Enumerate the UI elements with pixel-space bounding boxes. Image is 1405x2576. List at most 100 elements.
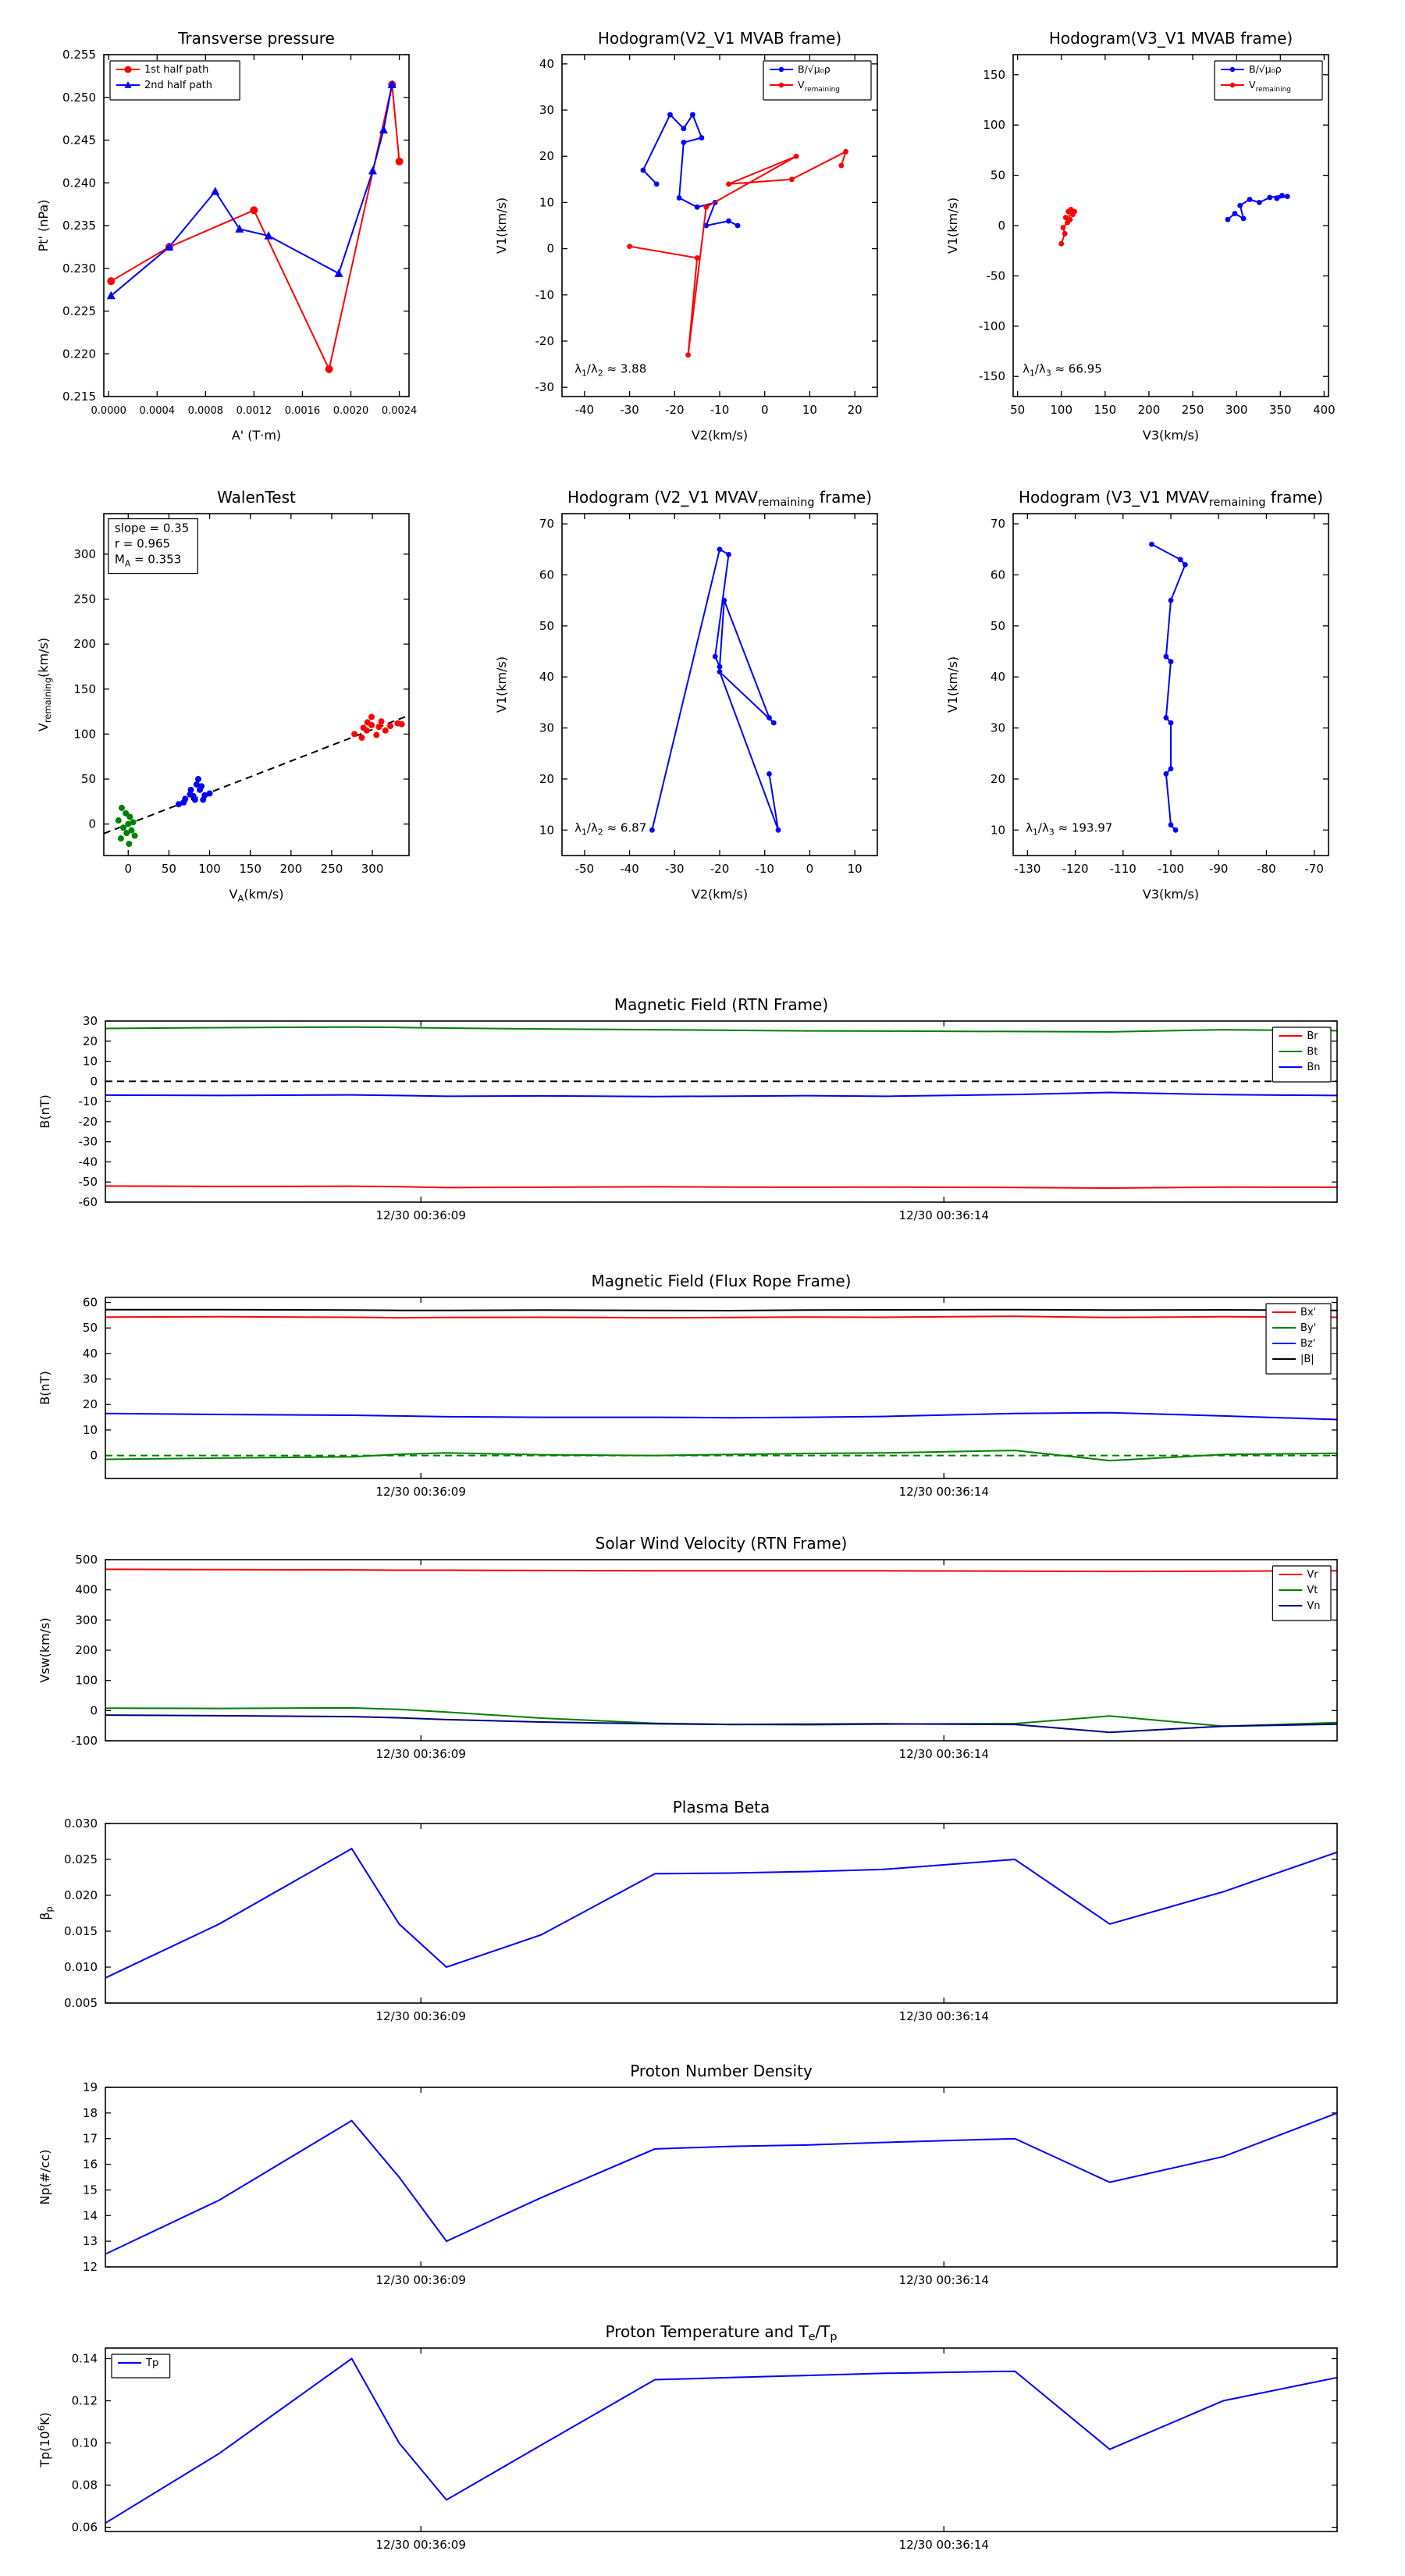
chart-magnetic-field-flux-rope: 12/30 00:36:09 12/30 00:36:14 0 10 20 30 40 50 6… [23,1261,1385,1521]
marker [1163,715,1169,720]
x-tick-label: 0.0016 [285,405,321,417]
x-axis-label: V2(km/s) [692,887,748,902]
marker [368,713,375,720]
y-tick-label: 40 [539,57,554,71]
marker [106,290,116,300]
x-tick-label: 300 [361,862,384,876]
legend-label: Br [1307,1030,1318,1042]
marker [676,195,682,201]
x-tick-label: 12/30 00:36:14 [899,2538,989,2552]
x-tick-label: 50 [162,862,176,876]
marker [721,597,727,603]
y-tick-label: 20 [83,1397,98,1411]
x-tick-label: -100 [1158,862,1184,876]
marker [382,727,389,734]
chart-title: Proton Number Density [630,2062,813,2080]
y-tick-label: 0.10 [72,2436,98,2450]
series-Vn [105,1714,1338,1734]
marker [125,820,132,827]
marker [1168,822,1174,828]
axes-box [1012,54,1329,397]
marker [653,181,660,187]
chart-walen-test: 0 50 100 150 200 250 300 0 50 100 150 200 250 300 slop… [20,476,422,920]
y-tick-label: 20 [539,772,554,786]
chart-svg: 12/30 00:36:09 12/30 00:36:14 -100 0 100 200 3… [37,1534,1338,1761]
y-axis-label: Pt' (nPa) [36,200,51,252]
x-axis-label: V2(km/s) [692,428,748,443]
marker [1182,561,1188,568]
marker [131,832,138,839]
chart-magnetic-field-rtn: 12/30 00:36:09 12/30 00:36:14 -60 -50 -40 -30… [23,985,1385,1244]
x-tick-label: 20 [848,403,863,417]
y-tick-label: 150 [73,682,96,696]
legend-box [763,60,872,101]
series-Bt [105,1026,1338,1033]
y-tick-label: 0.215 [62,390,96,404]
y-tick-label: -100 [979,319,1005,333]
x-tick-label: 10 [802,403,817,417]
marker [1168,720,1174,726]
marker [1168,659,1174,664]
chart-hodogram-v2v1-mvab: -40 -30 -20 -10 0 10 20 -30 -20 -10 0 10 20 30 40 λ1/λ2… [490,17,890,461]
x-axis-label: VA(km/s) [229,887,284,904]
x-tick-label: 0 [761,403,769,417]
legend-label: Vremaining [1249,79,1291,94]
marker [717,546,723,553]
chart-proton-temperature: 12/30 00:36:09 12/30 00:36:14 0.06 0.08 0.10… [23,2312,1385,2574]
x-tick-label: -110 [1110,862,1136,876]
x-tick-label: 12/30 00:36:09 [376,1208,466,1222]
y-tick-label: 40 [83,1347,98,1361]
y-tick-label: 0.250 [62,91,96,105]
marker [1072,208,1077,215]
series-V path [1151,543,1186,831]
y-tick-label: 0 [90,1703,98,1717]
y-axis-label: B(nT) [37,1371,52,1404]
chart-title: Plasma Beta [673,1798,770,1816]
axes-box [1012,513,1329,856]
y-tick-label: 30 [83,1372,98,1386]
annotation-line: r = 0.965 [115,537,170,551]
marker [211,187,220,195]
chart-svg: 12/30 00:36:09 12/30 00:36:14 12 13 14 15 16 17… [37,2062,1338,2287]
chart-title: WalenTest [217,488,296,507]
legend-box [109,60,240,101]
x-tick-label: -90 [1209,862,1229,876]
marker [235,224,244,233]
marker [699,135,705,141]
y-tick-label: 70 [991,517,1005,531]
x-tick-label: 0.0024 [382,405,418,417]
y-tick-label: 100 [983,118,1005,132]
x-tick-label: 12/30 00:36:09 [376,2009,466,2023]
chart-svg: 12/30 00:36:09 12/30 00:36:14 0 10 20 30 40 50 6… [37,1272,1338,1499]
y-tick-label: -20 [79,1115,98,1129]
x-tick-label: -40 [620,862,639,876]
marker [1172,827,1179,833]
y-tick-label: 10 [83,1055,98,1069]
x-tick-label: 0.0004 [140,405,176,417]
marker [123,830,130,837]
chart-title: Transverse pressure [177,29,335,48]
marker [1163,771,1169,777]
marker [180,799,187,806]
x-tick-label: 250 [321,862,343,876]
chart-title: Hodogram (V3_V1 MVAVremaining frame) [1019,488,1323,509]
x-axis-label: V3(km/s) [1143,887,1199,902]
y-tick-label: 300 [75,1613,98,1627]
marker [1229,66,1236,73]
marker [726,551,731,557]
x-tick-label: -130 [1014,862,1040,876]
y-axis-label: B(nT) [37,1094,52,1128]
marker [193,781,200,788]
marker [649,827,655,833]
y-tick-label: -60 [79,1195,98,1209]
x-axis-label: A' (T·m) [232,428,281,443]
series-By' [105,1450,1338,1462]
series-Bn [105,1091,1338,1098]
marker [793,153,799,159]
marker [175,801,182,808]
x-tick-label: 300 [1225,403,1248,417]
x-tick-label: 12/30 00:36:09 [376,2538,466,2552]
marker [190,792,197,799]
marker [788,176,795,183]
x-tick-label: 150 [1094,403,1117,417]
